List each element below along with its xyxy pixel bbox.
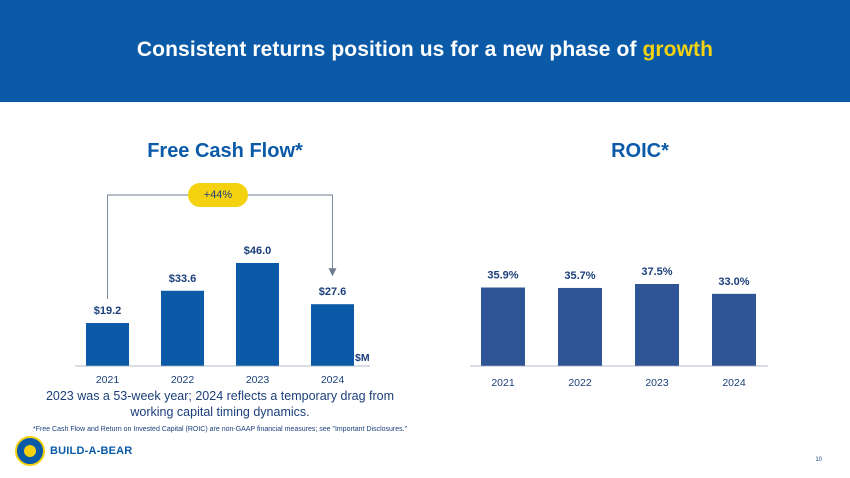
bear-logo-icon [15,436,45,466]
fcf-tick-2024: 2024 [321,374,345,386]
growth-badge: +44% [188,183,248,207]
growth-connector-left [107,194,188,300]
roic-bar-2023 [635,284,679,366]
roic-bar-2024 [712,293,756,366]
growth-connector-right [248,194,333,275]
roic-tick-2022: 2022 [568,377,592,389]
roic-value-label-2023: 37.5% [641,266,672,278]
roic-tick-2021: 2021 [491,377,515,389]
roic-chart-title: ROIC* [611,140,669,162]
fcf-value-label-2024: $27.6 [319,286,347,298]
title-banner: Consistent returns position us for a new… [0,0,850,102]
roic-value-label-2024: 33.0% [718,276,749,288]
fcf-value-label-2023: $46.0 [244,245,272,257]
roic-tick-2024: 2024 [722,377,746,389]
fcf-chart-title: Free Cash Flow* [147,140,303,162]
roic-value-label-2022: 35.7% [564,270,595,282]
fcf-tick-2023: 2023 [246,374,270,386]
fcf-value-label-2021: $19.2 [94,305,122,317]
fcf-tick-2022: 2022 [171,374,195,386]
fcf-bar-2022 [161,290,204,366]
fcf-value-label-2022: $33.6 [169,273,197,285]
fcf-bar-2021 [86,323,129,366]
page-number: 10 [815,457,822,463]
fcf-footnote: 2023 was a 53-week year; 2024 reflects a… [45,389,395,419]
fcf-unit-label: $M [355,352,370,364]
brand-name: BUILD-A-BEAR [50,445,133,457]
disclaimer: *Free Cash Flow and Return on Invested C… [33,426,408,433]
fcf-bar-2024 [311,304,354,366]
slide-title-prefix: Consistent returns position us for a new… [136,38,643,61]
slide-title: Consistent returns position us for a new… [0,38,850,62]
roic-value-label-2021: 35.9% [487,269,518,281]
fcf-tick-2021: 2021 [96,374,120,386]
roic-bar-2022 [558,287,602,366]
roic-tick-2023: 2023 [645,377,669,389]
growth-arrowhead-icon [328,268,337,277]
roic-bar-2021 [481,287,525,366]
fcf-bar-2023 [236,263,279,366]
slide-title-highlight: growth [642,38,714,61]
